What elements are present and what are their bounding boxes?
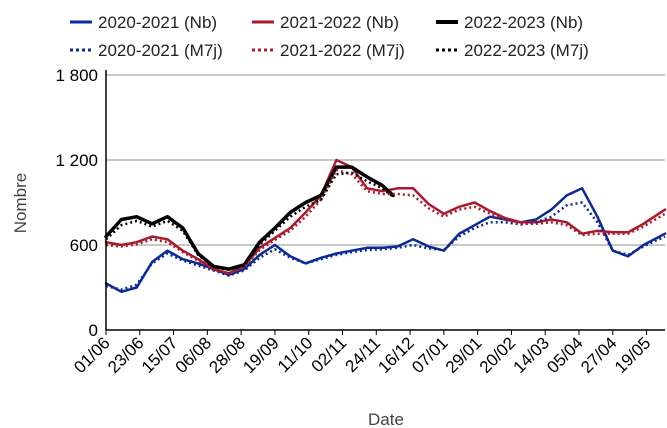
x-tick-label: 05/04: [543, 333, 587, 377]
x-tick-label: 19/09: [239, 333, 283, 377]
x-tick-label: 19/05: [611, 333, 655, 377]
x-tick-label: 24/11: [341, 333, 384, 376]
legend-label: 2020-2021 (M7j): [98, 41, 223, 60]
x-tick-label: 27/04: [577, 333, 621, 377]
legend[interactable]: 2020-2021 (Nb) 2021-2022 (Nb) 2022-2023 (N…: [70, 13, 589, 60]
y-axis-title: Nombre: [11, 173, 30, 233]
x-tick-label: 02/11: [308, 333, 351, 376]
x-tick-label: 11/10: [274, 333, 317, 376]
series-line-5: [105, 171, 394, 272]
legend-label: 2021-2022 (Nb): [280, 13, 399, 32]
legend-item-2[interactable]: 2022-2023 (Nb): [436, 13, 583, 32]
axes: [105, 70, 665, 335]
x-axis-title: Date: [368, 410, 404, 428]
series-line-4: [105, 168, 666, 275]
series-line-2: [104, 165, 395, 271]
legend-item-4[interactable]: 2021-2022 (M7j): [252, 41, 405, 60]
y-tick-label: 1 800: [55, 66, 98, 85]
legend-item-0[interactable]: 2020-2021 (Nb): [70, 13, 217, 32]
legend-item-1[interactable]: 2021-2022 (Nb): [252, 13, 399, 32]
series-line-0: [104, 187, 667, 294]
x-tick-label: 07/01: [408, 333, 452, 377]
y-tick-label: 0: [89, 321, 98, 340]
legend-item-3[interactable]: 2020-2021 (M7j): [70, 41, 223, 60]
series-line-1: [104, 158, 667, 275]
x-tick-label: 29/01: [442, 333, 486, 377]
x-tick-label: 16/12: [374, 333, 418, 377]
legend-label: 2021-2022 (M7j): [280, 41, 405, 60]
plot-lines: [104, 158, 667, 294]
x-tick-labels: 01/0623/0615/0706/0828/0819/0911/1002/11…: [70, 333, 654, 377]
legend-label: 2020-2021 (Nb): [98, 13, 217, 32]
grid: [106, 74, 665, 246]
series-line-3: [105, 201, 666, 291]
x-tick-label: 28/08: [205, 333, 249, 377]
legend-label: 2022-2023 (Nb): [464, 13, 583, 32]
legend-item-5[interactable]: 2022-2023 (M7j): [436, 41, 589, 60]
x-tick-label: 06/08: [172, 333, 216, 377]
y-tick-labels: 0 600 1 200 1 800: [55, 66, 98, 340]
x-tick-label: 14/03: [510, 333, 554, 377]
legend-label: 2022-2023 (M7j): [464, 41, 589, 60]
x-tick-label: 23/06: [104, 333, 148, 377]
y-tick-label: 1 200: [55, 151, 98, 170]
x-tick-label: 15/07: [138, 333, 182, 377]
y-tick-label: 600: [70, 236, 98, 255]
x-tick-label: 20/02: [476, 333, 520, 377]
